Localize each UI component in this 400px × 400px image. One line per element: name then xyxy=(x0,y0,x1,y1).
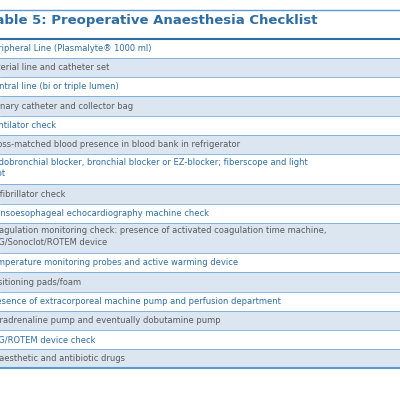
Bar xyxy=(0,253,400,272)
Bar xyxy=(0,154,400,184)
Text: Temperature monitoring probes and active warming device: Temperature monitoring probes and active… xyxy=(0,258,238,267)
Bar xyxy=(0,77,400,96)
Bar xyxy=(0,311,400,330)
Bar xyxy=(0,96,400,116)
Bar xyxy=(0,58,400,77)
Bar xyxy=(0,135,400,154)
Text: Peripheral Line (Plasmalyte® 1000 ml): Peripheral Line (Plasmalyte® 1000 ml) xyxy=(0,44,152,53)
Bar xyxy=(0,10,400,39)
Text: Presence of extracorporeal machine pump and perfusion department: Presence of extracorporeal machine pump … xyxy=(0,297,281,306)
Text: Ventilator check: Ventilator check xyxy=(0,121,56,130)
Text: Cross-matched blood presence in blood bank in refrigerator: Cross-matched blood presence in blood ba… xyxy=(0,140,240,149)
Text: Defibrillator check: Defibrillator check xyxy=(0,190,66,198)
Bar xyxy=(0,204,400,223)
Bar xyxy=(0,349,400,368)
Text: Coagulation monitoring check: presence of activated coagulation time machine,
TE: Coagulation monitoring check: presence o… xyxy=(0,226,326,247)
Text: Arterial line and catheter set: Arterial line and catheter set xyxy=(0,63,109,72)
Bar xyxy=(0,184,400,204)
Text: Urinary catheter and collector bag: Urinary catheter and collector bag xyxy=(0,102,133,110)
Bar xyxy=(0,223,400,253)
Text: Anaesthetic and antibiotic drugs: Anaesthetic and antibiotic drugs xyxy=(0,354,125,363)
Bar xyxy=(0,292,400,311)
Text: TEG/ROTEM device check: TEG/ROTEM device check xyxy=(0,335,96,344)
Text: Table 5: Preoperative Anaesthesia Checklist: Table 5: Preoperative Anaesthesia Checkl… xyxy=(0,14,318,27)
Text: Transoesophageal echocardiography machine check: Transoesophageal echocardiography machin… xyxy=(0,209,209,218)
Text: Noradrenaline pump and eventually dobutamine pump: Noradrenaline pump and eventually dobuta… xyxy=(0,316,221,325)
Bar xyxy=(0,39,400,58)
Text: Endobronchial blocker, bronchial blocker or EZ-blocker; fiberscope and light
spo: Endobronchial blocker, bronchial blocker… xyxy=(0,158,308,178)
Bar xyxy=(0,330,400,349)
Bar xyxy=(0,116,400,135)
Text: Positioning pads/foam: Positioning pads/foam xyxy=(0,278,81,286)
Bar xyxy=(0,272,400,292)
Text: Central line (bi or triple lumen): Central line (bi or triple lumen) xyxy=(0,82,119,91)
